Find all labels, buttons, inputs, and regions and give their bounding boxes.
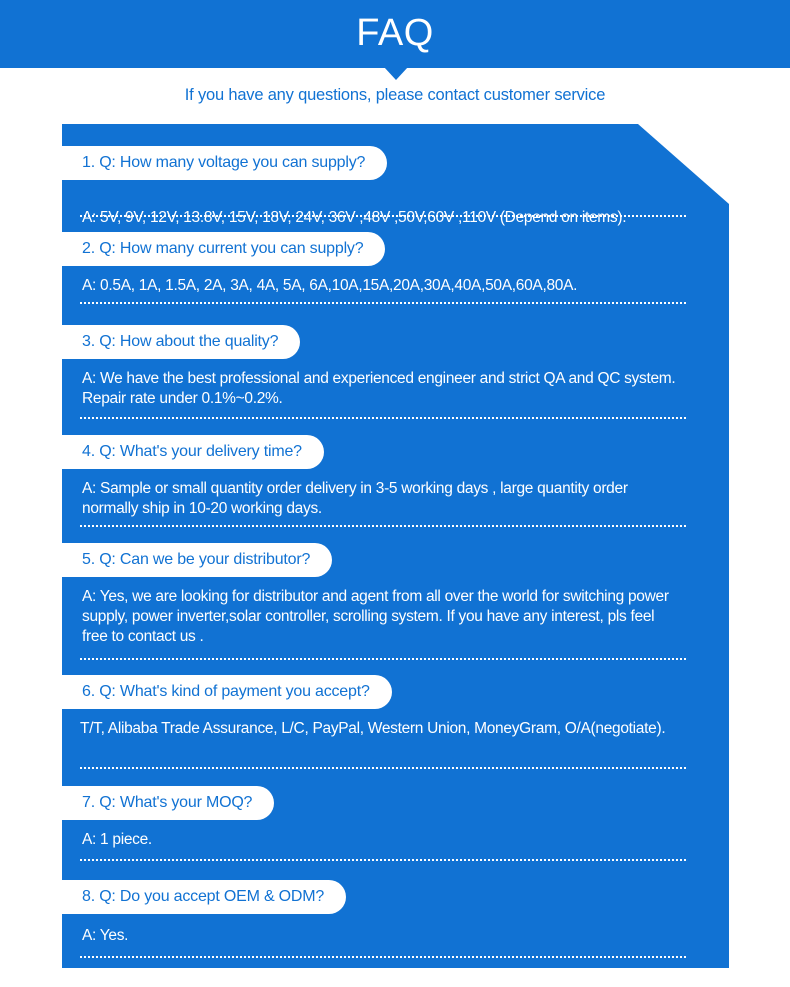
faq-question: 2. Q: How many current you can supply? xyxy=(62,232,386,266)
faq-answer: A: Yes. xyxy=(82,927,129,944)
faq-panel: 1. Q: How many voltage you can supply? A… xyxy=(62,124,729,968)
faq-header: FAQ xyxy=(0,0,790,68)
divider xyxy=(80,859,686,861)
divider xyxy=(80,215,686,217)
faq-question: 7. Q: What's your MOQ? xyxy=(62,786,275,820)
faq-question: 1. Q: How many voltage you can supply? xyxy=(62,146,388,180)
page-title: FAQ xyxy=(356,12,434,54)
divider xyxy=(80,525,686,527)
faq-answer: A: Sample or small quantity order delive… xyxy=(82,480,628,517)
faq-question: 3. Q: How about the quality? xyxy=(62,325,301,359)
divider xyxy=(80,956,686,958)
faq-question: 8. Q: Do you accept OEM & ODM? xyxy=(62,880,347,914)
faq-answer: A: 0.5A, 1A, 1.5A, 2A, 3A, 4A, 5A, 6A,10… xyxy=(82,277,578,294)
subtitle: If you have any questions, please contac… xyxy=(184,86,606,104)
faq-question: 5. Q: Can we be your distributor? xyxy=(62,543,333,577)
divider xyxy=(80,417,686,419)
faq-answer: A: Yes, we are looking for distributor a… xyxy=(82,588,669,645)
divider xyxy=(80,658,686,660)
faq-answer: A: 5V, 9V, 12V, 13.8V, 15V, 18V, 24V, 36… xyxy=(82,209,627,226)
divider xyxy=(80,302,686,304)
divider xyxy=(80,767,686,769)
faq-answer: A: We have the best professional and exp… xyxy=(82,370,676,407)
faq-question: 4. Q: What's your delivery time? xyxy=(62,435,324,469)
header-pointer xyxy=(384,67,408,80)
faq-answer: A: 1 piece. xyxy=(82,831,152,848)
faq-question: 6. Q: What's kind of payment you accept? xyxy=(62,675,392,709)
faq-answer: T/T, Alibaba Trade Assurance, L/C, PayPa… xyxy=(80,720,666,737)
